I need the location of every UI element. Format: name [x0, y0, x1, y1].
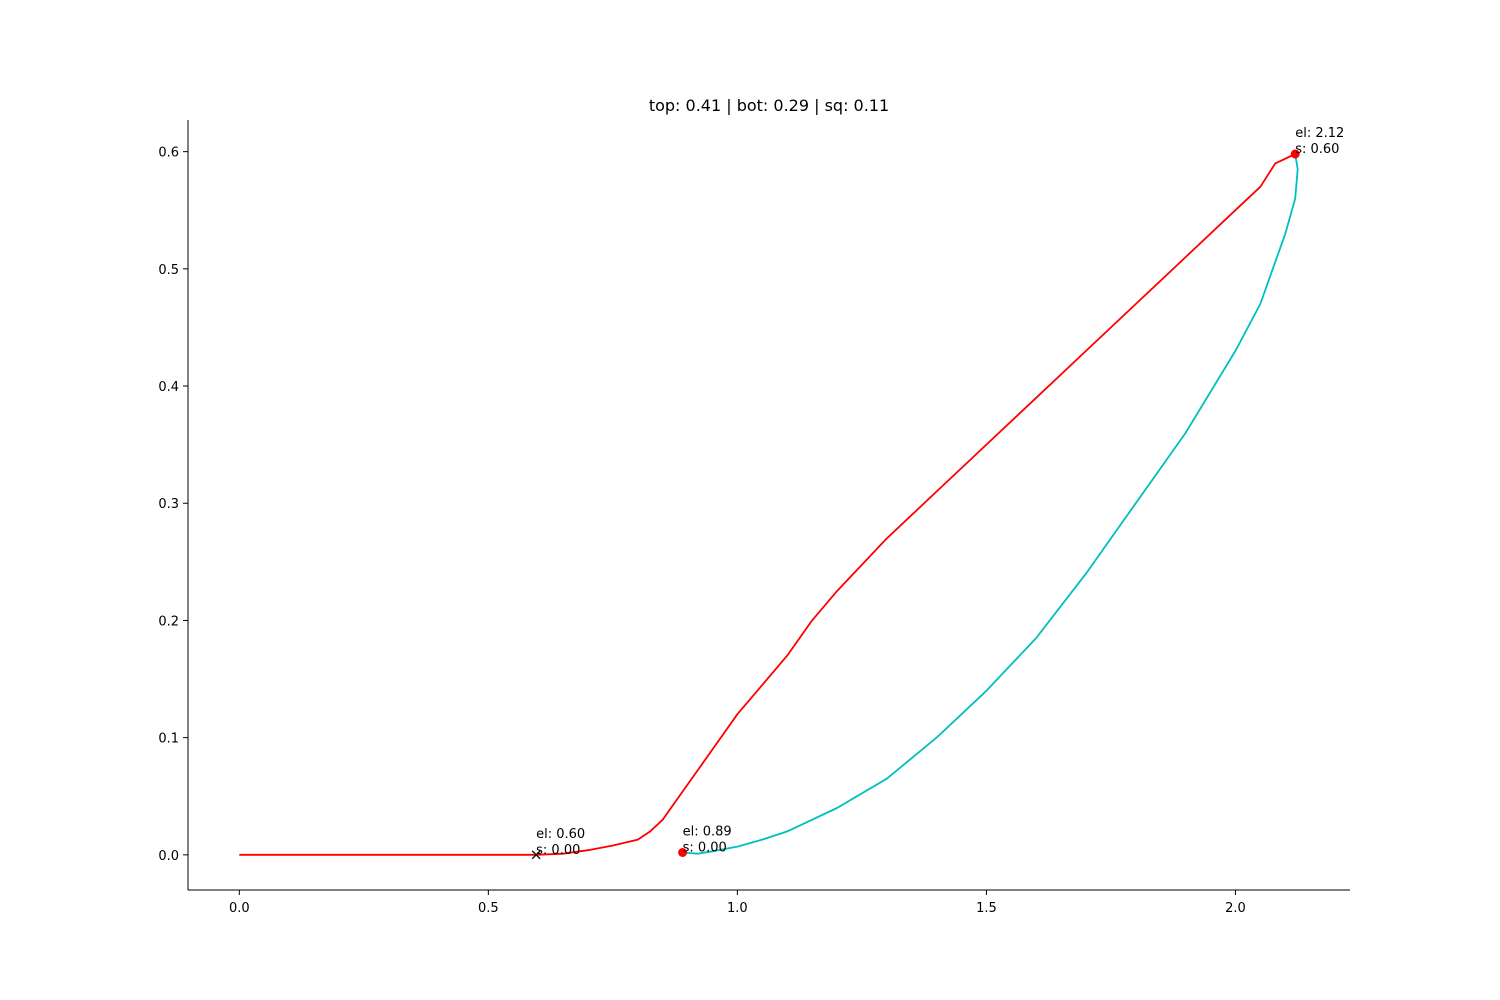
y-tick-label: 0.4 — [158, 380, 179, 395]
series-layer — [239, 153, 1299, 856]
chart-title: top: 0.41 | bot: 0.29 | sq: 0.11 — [649, 96, 889, 115]
annotation-line: el: 2.12 — [1295, 126, 1344, 141]
annotation-line: s: 0.00 — [683, 840, 727, 855]
axes: 0.0 0.5 1.0 1.5 2.0 0.0 0.1 0.2 0.3 0.4 0.5 0.6 — [158, 120, 1350, 916]
y-tick-label: 0.3 — [158, 497, 179, 512]
point-annotation: el: 2.12 s: 0.60 — [1295, 126, 1344, 157]
x-tick-label: 1.0 — [727, 901, 748, 916]
annotation-line: el: 0.60 — [536, 827, 585, 842]
point-annotation: el: 0.89 s: 0.00 — [683, 824, 732, 855]
y-tick-label: 0.6 — [158, 146, 179, 161]
annotation-line: s: 0.60 — [1295, 142, 1339, 157]
series-line-2 — [682, 153, 1299, 855]
x-tick-label: 0.0 — [229, 901, 250, 916]
y-tick-label: 0.2 — [158, 614, 179, 629]
annotation-line: s: 0.00 — [536, 843, 580, 858]
y-tick-label: 0.1 — [158, 732, 179, 747]
x-tick-label: 0.5 — [478, 901, 499, 916]
dot-marker — [1290, 149, 1300, 159]
x-tick-label: 2.0 — [1225, 901, 1246, 916]
annotation-line: el: 0.89 — [683, 824, 732, 839]
x-marker — [531, 850, 541, 860]
dot-marker — [678, 847, 688, 857]
x-tick-label: 1.5 — [976, 901, 997, 916]
series-line-1 — [239, 153, 1296, 856]
y-tick-label: 0.5 — [158, 263, 179, 278]
marker-layer — [531, 149, 1300, 860]
y-tick-label: 0.0 — [158, 849, 179, 864]
point-annotation: el: 0.60 s: 0.00 — [536, 827, 585, 858]
